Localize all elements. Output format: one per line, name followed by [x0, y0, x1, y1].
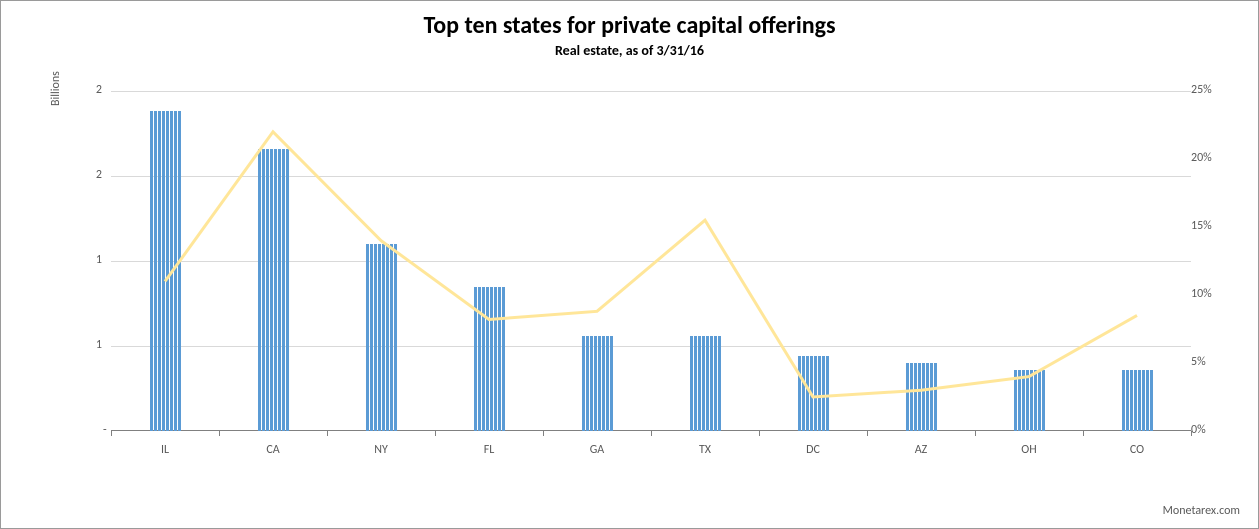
x-tick [759, 431, 760, 436]
x-label: FL [459, 443, 519, 457]
x-tick [435, 431, 436, 436]
y-tick-right: 15% [1191, 219, 1226, 233]
x-label: GA [567, 443, 627, 457]
y-tick-left: 2 [86, 168, 102, 182]
x-tick [327, 431, 328, 436]
x-tick [1083, 431, 1084, 436]
y-tick-left: 1 [86, 338, 102, 352]
y-tick-right: 20% [1191, 151, 1226, 165]
attribution: Monetarex.com [1163, 504, 1240, 518]
x-tick [867, 431, 868, 436]
plot-area [111, 91, 1191, 431]
x-tick [975, 431, 976, 436]
y-tick-right: 25% [1191, 83, 1226, 97]
y-tick-right: 0% [1191, 423, 1226, 437]
y-axis-label: Billions [49, 71, 63, 106]
x-tick [651, 431, 652, 436]
x-tick [219, 431, 220, 436]
line-series [111, 91, 1191, 431]
y-tick-right: 10% [1191, 287, 1226, 301]
x-tick [111, 431, 112, 436]
chart-subtitle: Real estate, as of 3/31/16 [1, 42, 1258, 59]
x-label: AZ [891, 443, 951, 457]
y-tick-left-zero: - [103, 423, 107, 437]
y-tick-right: 5% [1191, 355, 1226, 369]
y-tick-left: 2 [86, 83, 102, 97]
x-label: NY [351, 443, 411, 457]
x-label: CO [1107, 443, 1167, 457]
chart-title: Top ten states for private capital offer… [1, 11, 1258, 40]
x-label: DC [783, 443, 843, 457]
x-label: IL [135, 443, 195, 457]
chart-container: Top ten states for private capital offer… [0, 0, 1259, 529]
x-tick [543, 431, 544, 436]
y-tick-left: 1 [86, 253, 102, 267]
x-label: CA [243, 443, 303, 457]
x-label: OH [999, 443, 1059, 457]
x-label: TX [675, 443, 735, 457]
